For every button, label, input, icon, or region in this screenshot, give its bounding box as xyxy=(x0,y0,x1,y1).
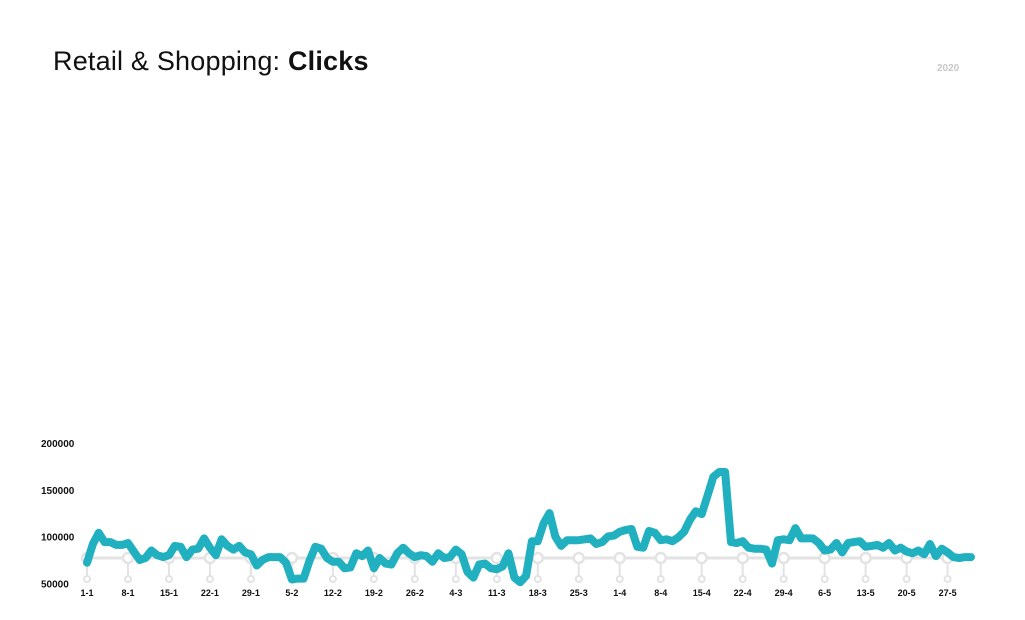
timeline-node xyxy=(654,551,667,565)
timeline-node xyxy=(572,551,586,565)
y-tick-label: 50000 xyxy=(41,579,69,590)
timeline-node xyxy=(695,551,708,565)
chart-title: Retail & Shopping: Clicks xyxy=(53,46,369,77)
timeline-small-node xyxy=(369,575,378,583)
timeline-small-node xyxy=(451,575,460,583)
timeline-node xyxy=(818,551,831,565)
timeline-node xyxy=(490,551,504,565)
timeline-small-node xyxy=(410,575,419,583)
x-tick-label: 15-4 xyxy=(693,588,711,598)
timeline-node xyxy=(777,551,790,565)
x-tick-label: 5-2 xyxy=(285,588,298,598)
timeline-small-node xyxy=(738,575,747,583)
title-metric: Clicks xyxy=(287,46,369,76)
x-tick-label: 11-3 xyxy=(488,588,506,598)
x-tick-label: 22-1 xyxy=(201,588,219,598)
x-tick-label: 20-5 xyxy=(898,588,916,598)
x-tick-label: 1-4 xyxy=(613,588,626,598)
x-tick-label: 4-3 xyxy=(449,588,462,598)
timeline-small-node xyxy=(779,575,788,583)
x-tick-label: 8-1 xyxy=(121,588,134,598)
timeline-small-node xyxy=(533,575,542,583)
timeline-small-node xyxy=(246,575,255,583)
timeline-small-node xyxy=(164,575,173,583)
x-tick-label: 29-4 xyxy=(775,588,793,598)
timeline-node xyxy=(531,551,545,565)
timeline-small-node xyxy=(123,575,132,583)
timeline-small-node xyxy=(328,575,337,583)
timeline-small-node xyxy=(492,575,501,583)
timeline-node xyxy=(736,551,749,565)
x-tick-label: 25-3 xyxy=(570,588,588,598)
x-tick-label: 12-2 xyxy=(324,588,342,598)
x-tick-label: 8-4 xyxy=(654,588,667,598)
timeline-small-node xyxy=(205,575,214,583)
year-label: 2020 xyxy=(937,63,960,74)
x-tick-label: 22-4 xyxy=(734,588,752,598)
x-tick-label: 19-2 xyxy=(365,588,383,598)
timeline-small-node xyxy=(943,575,952,583)
x-tick-label: 18-3 xyxy=(529,588,547,598)
title-prefix: Retail & Shopping: xyxy=(53,46,288,76)
timeline-small-node xyxy=(697,575,706,583)
x-tick-label: 13-5 xyxy=(857,588,875,598)
timeline-small-node xyxy=(615,575,624,583)
timeline-node xyxy=(285,551,299,565)
timeline-small-node xyxy=(902,575,911,583)
y-tick-label: 200000 xyxy=(41,439,75,450)
timeline-node xyxy=(121,551,135,565)
x-tick-label: 26-2 xyxy=(406,588,424,598)
x-tick-label: 1-1 xyxy=(80,588,93,598)
timeline-node xyxy=(859,551,872,565)
y-tick-label: 100000 xyxy=(41,533,75,544)
clicks-series-line xyxy=(83,468,975,587)
y-tick-label: 150000 xyxy=(41,486,75,497)
timeline-small-node xyxy=(656,575,665,583)
x-tick-label: 15-1 xyxy=(160,588,178,598)
timeline-node xyxy=(613,551,626,565)
x-tick-label: 6-5 xyxy=(818,588,831,598)
timeline-small-node xyxy=(820,575,829,583)
timeline-small-node xyxy=(83,575,91,583)
timeline-small-node xyxy=(574,575,583,583)
x-tick-label: 29-1 xyxy=(242,588,260,598)
x-tick-label: 27-5 xyxy=(939,588,957,598)
timeline-small-node xyxy=(861,575,870,583)
